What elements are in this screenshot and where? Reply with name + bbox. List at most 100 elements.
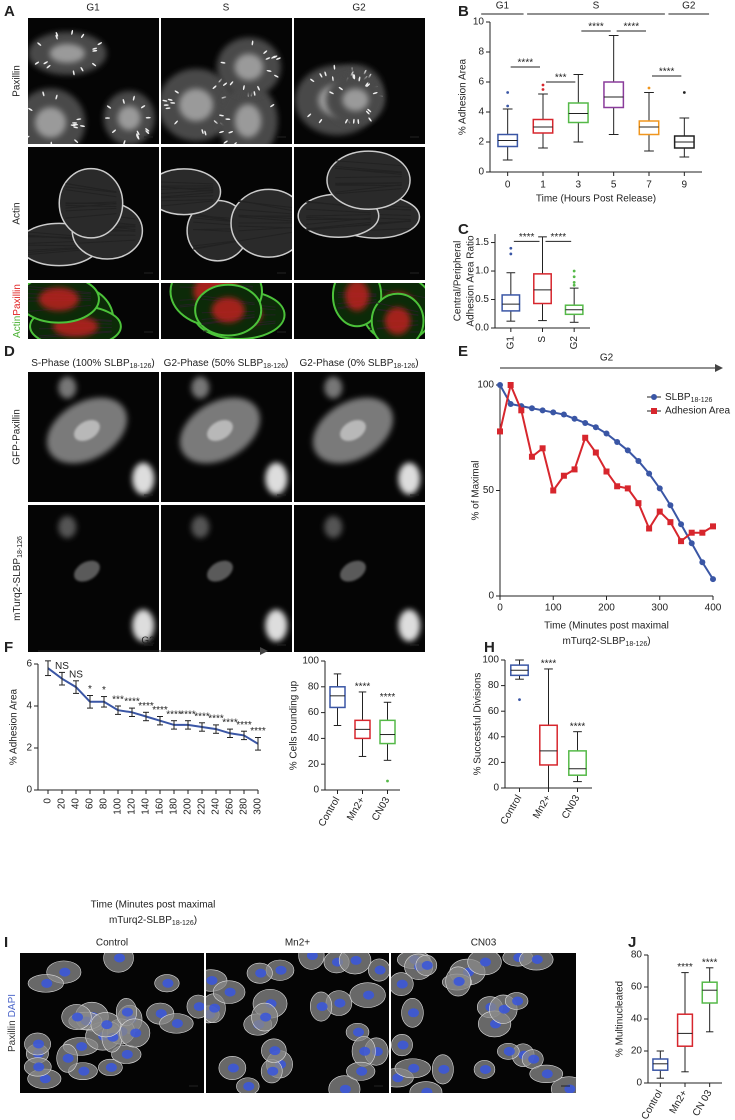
box	[539, 724, 558, 766]
row-label-group: ActinPaxillin	[12, 284, 23, 338]
text-part: 18-126	[172, 920, 194, 927]
y-tick-label: 60	[488, 706, 500, 717]
marker	[518, 407, 525, 414]
adhesion	[42, 91, 45, 97]
outlier	[541, 88, 545, 91]
box	[676, 1013, 694, 1047]
nucleus	[72, 1012, 84, 1022]
y-tick-label: 20	[308, 759, 320, 770]
adhesion	[213, 120, 218, 124]
nucleus	[541, 1069, 553, 1079]
marker	[635, 457, 642, 464]
nucleus	[227, 1063, 239, 1073]
marker	[667, 502, 674, 509]
adhesion	[365, 110, 370, 115]
text-part: 18-126	[17, 536, 24, 558]
marker	[678, 521, 685, 528]
cell	[265, 462, 288, 495]
fiber	[335, 184, 402, 193]
marker	[710, 523, 716, 530]
column-label: G2	[352, 3, 366, 14]
outlier	[572, 269, 576, 273]
fiber	[161, 200, 214, 207]
marker	[571, 415, 578, 422]
y-label-group: % Adhesion Area	[458, 58, 469, 135]
nucleus	[74, 420, 100, 441]
micrograph-content	[28, 167, 144, 267]
y-axis-label: % Adhesion Area	[9, 688, 20, 765]
micrograph-content	[312, 376, 421, 495]
adhesion	[165, 107, 171, 110]
outlier	[509, 246, 513, 250]
nucleus	[209, 1003, 221, 1013]
nucleus	[207, 420, 233, 441]
y-tick-label: 80	[488, 680, 500, 691]
adhesion	[219, 114, 224, 117]
nucleus	[340, 420, 366, 441]
marker	[528, 453, 535, 460]
nucleus	[396, 979, 408, 989]
significance-label: ****	[138, 701, 154, 712]
adhesion	[242, 85, 245, 91]
fiber	[335, 166, 402, 173]
significance-label: ****	[624, 22, 640, 33]
nucleus	[359, 1046, 371, 1056]
nucleus	[339, 1084, 351, 1093]
adhesion	[338, 86, 343, 91]
y-tick-label: 20	[631, 1046, 643, 1057]
x-tick-label: 7	[646, 180, 652, 191]
adhesion	[219, 130, 224, 134]
fiber	[335, 176, 402, 179]
row-label: GFP-Paxillin	[12, 409, 23, 465]
y-axis-label: % Successful Divisions	[473, 673, 484, 776]
outlier	[509, 252, 513, 256]
x-tick-label: 1	[540, 180, 546, 191]
micrograph-content	[206, 953, 389, 1093]
marker	[560, 411, 567, 418]
y-tick-label: 80	[308, 681, 320, 692]
adhesion	[71, 29, 74, 35]
nucleus	[114, 953, 126, 963]
micrograph-content	[28, 29, 155, 144]
x-tick-label: 300	[651, 603, 668, 614]
marker	[667, 519, 674, 526]
adhesion	[97, 42, 103, 46]
y-tick-label: 40	[308, 733, 320, 744]
cell	[103, 953, 134, 973]
y-tick-label: 2	[478, 137, 484, 148]
fiber	[65, 205, 117, 208]
marker	[539, 407, 546, 414]
box	[379, 719, 396, 745]
y-tick-label: 0	[636, 1078, 642, 1089]
text-part: )	[285, 358, 288, 369]
legend-label: SLBP18-126	[665, 392, 712, 405]
x-axis-label: Time (Minutes post maximal	[544, 621, 669, 632]
marker	[603, 430, 610, 437]
row-label: Paxillin DAPI	[7, 994, 18, 1052]
nucleus	[193, 1002, 204, 1012]
fiber	[238, 214, 292, 220]
y-axis-label: Adhesion Area Ratio	[466, 235, 477, 327]
nucleus	[480, 957, 492, 967]
y-tick-label: 100	[482, 655, 499, 666]
adhesion	[81, 33, 85, 38]
column-label: Control	[96, 938, 128, 949]
x-tick-label: 0	[505, 180, 511, 191]
y-tick-label: 0.0	[475, 323, 489, 334]
significance-label: ****	[222, 718, 238, 729]
nucleus	[438, 1064, 450, 1074]
column-label: G2-Phase (0% SLBP18-126)	[299, 358, 418, 371]
y-tick-label: 100	[477, 380, 494, 391]
cell	[328, 1075, 361, 1093]
x-tick-label: 120	[127, 798, 138, 815]
y-axis-label: % Adhesion Area	[458, 58, 469, 135]
fiber	[335, 182, 402, 185]
marker	[699, 559, 706, 566]
marker	[614, 483, 621, 490]
adhesion	[112, 129, 116, 133]
marker	[603, 468, 610, 475]
phase-label: G2	[600, 353, 614, 364]
x-tick-label: 80	[99, 798, 110, 810]
y-tick-label: 50	[483, 485, 495, 496]
nucleus	[269, 1046, 281, 1056]
